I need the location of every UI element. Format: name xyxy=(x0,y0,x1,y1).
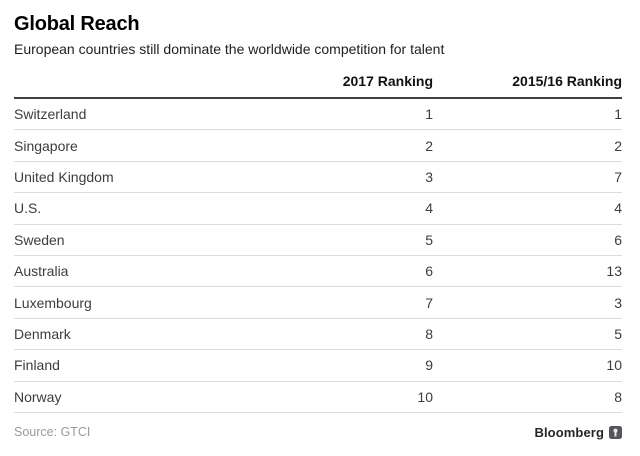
rank-2017-cell: 9 xyxy=(425,357,433,374)
table-row: Denmark 8 5 xyxy=(14,319,622,351)
ranking-table: 2017 Ranking 2015/16 Ranking Switzerland… xyxy=(14,73,622,413)
rank-2015-cell: 13 xyxy=(606,263,622,280)
country-cell: Luxembourg xyxy=(14,294,92,311)
page-subtitle: European countries still dominate the wo… xyxy=(14,41,445,57)
rank-2017-cell: 7 xyxy=(425,294,433,311)
country-cell: United Kingdom xyxy=(14,168,114,185)
rank-2015-cell: 5 xyxy=(614,325,622,342)
country-cell: U.S. xyxy=(14,200,42,217)
rank-2015-cell: 8 xyxy=(614,388,622,405)
table-row: Luxembourg 7 3 xyxy=(14,287,622,319)
column-header-2015-16-ranking: 2015/16 Ranking xyxy=(512,73,622,89)
rank-2015-cell: 4 xyxy=(614,200,622,217)
table-row: Sweden 5 6 xyxy=(14,225,622,256)
rank-2017-cell: 4 xyxy=(425,200,433,217)
table-row: United Kingdom 3 7 xyxy=(14,162,622,194)
bloomberg-logo-icon xyxy=(609,425,622,439)
country-cell: Finland xyxy=(14,357,60,374)
table-row: Singapore 2 2 xyxy=(14,130,622,162)
rank-2017-cell: 8 xyxy=(425,325,433,342)
table-row: Finland 9 10 xyxy=(14,350,622,382)
bloomberg-wordmark: Bloomberg xyxy=(534,424,604,440)
country-cell: Sweden xyxy=(14,231,65,248)
table-row: Australia 6 13 xyxy=(14,256,622,288)
table-header-row: 2017 Ranking 2015/16 Ranking xyxy=(14,73,622,99)
bloomberg-brand: Bloomberg xyxy=(534,425,622,440)
column-header-2017-ranking: 2017 Ranking xyxy=(342,73,433,89)
rank-2017-cell: 2 xyxy=(425,137,433,154)
rank-2017-cell: 1 xyxy=(425,106,433,123)
rank-2015-cell: 6 xyxy=(614,231,622,248)
country-cell: Norway xyxy=(14,388,62,405)
table-row: Switzerland 1 1 xyxy=(14,99,622,131)
rank-2017-cell: 6 xyxy=(425,263,433,280)
rank-2017-cell: 5 xyxy=(425,231,433,248)
rank-2017-cell: 10 xyxy=(417,388,433,405)
footer: Source: GTCI Bloomberg xyxy=(14,425,622,440)
rank-2015-cell: 7 xyxy=(614,168,622,185)
country-cell: Denmark xyxy=(14,325,71,342)
page-title: Global Reach xyxy=(14,13,140,35)
table-row: U.S. 4 4 xyxy=(14,193,622,225)
rank-2017-cell: 3 xyxy=(425,168,433,185)
country-cell: Australia xyxy=(14,263,69,280)
rank-2015-cell: 2 xyxy=(614,137,622,154)
country-cell: Switzerland xyxy=(14,106,87,123)
rank-2015-cell: 1 xyxy=(614,106,622,123)
table-row: Norway 10 8 xyxy=(14,382,622,413)
source-credit: Source: GTCI xyxy=(14,425,91,440)
rank-2015-cell: 3 xyxy=(614,294,622,311)
country-cell: Singapore xyxy=(14,137,78,154)
rank-2015-cell: 10 xyxy=(606,357,622,374)
